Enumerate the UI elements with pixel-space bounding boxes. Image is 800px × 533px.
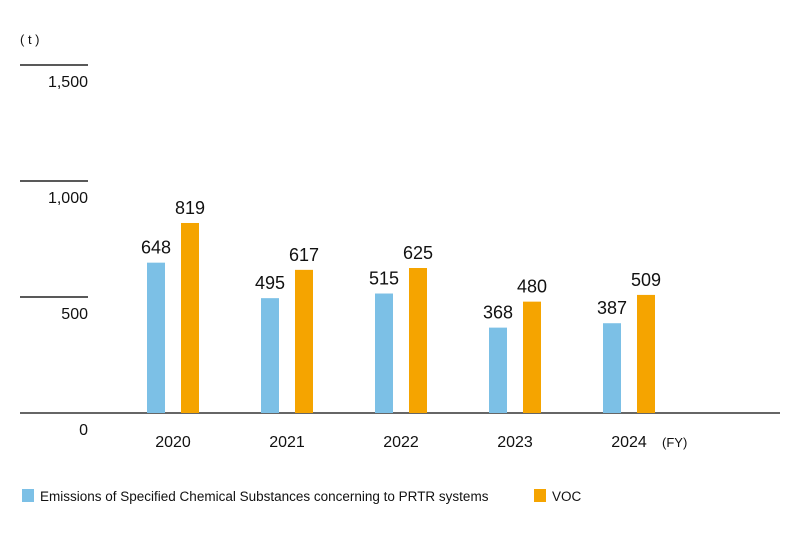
- legend: Emissions of Specified Chemical Substanc…: [22, 489, 582, 504]
- y-unit-label: ( t ): [20, 32, 40, 47]
- prtr-bar-2021: [261, 298, 279, 413]
- x-unit-label: (FY): [662, 435, 687, 450]
- data-label: 387: [597, 298, 627, 318]
- prtr-bar-2023: [489, 327, 507, 413]
- voc-bar-2023: [523, 301, 541, 413]
- data-label: 480: [517, 277, 547, 297]
- data-label: 368: [483, 303, 513, 323]
- x-tick-label: 2024: [611, 434, 647, 451]
- data-label: 648: [141, 238, 171, 258]
- y-tick-label: 1,500: [48, 74, 88, 91]
- voc-bar-2022: [409, 268, 427, 413]
- x-tick-label: 2023: [497, 434, 533, 451]
- legend-label: Emissions of Specified Chemical Substanc…: [40, 489, 489, 504]
- legend-swatch: [22, 489, 34, 502]
- x-axis-labels: 2020 2021 2022 2023 2024: [155, 434, 647, 451]
- x-tick-label: 2020: [155, 434, 191, 451]
- data-label: 819: [175, 198, 205, 218]
- y-tick-label: 500: [61, 306, 88, 323]
- data-label: 495: [255, 273, 285, 293]
- voc-bar-2021: [295, 269, 313, 413]
- data-label: 509: [631, 270, 661, 290]
- y-tick-label: 0: [79, 422, 88, 439]
- voc-bar-2024: [637, 294, 655, 413]
- y-tick-label: 1,000: [48, 190, 88, 207]
- prtr-bar-2022: [375, 293, 393, 413]
- data-label: 617: [289, 245, 319, 265]
- prtr-bar-2020: [147, 262, 165, 413]
- legend-label: VOC: [552, 489, 582, 504]
- data-label: 515: [369, 269, 399, 289]
- y-axis: 0 500 1,000 1,500: [20, 64, 88, 439]
- voc-bar-2020: [181, 222, 199, 413]
- legend-swatch: [534, 489, 546, 502]
- x-tick-label: 2022: [383, 434, 419, 451]
- prtr-bar-2024: [603, 323, 621, 413]
- data-label: 625: [403, 243, 433, 263]
- x-tick-label: 2021: [269, 434, 305, 451]
